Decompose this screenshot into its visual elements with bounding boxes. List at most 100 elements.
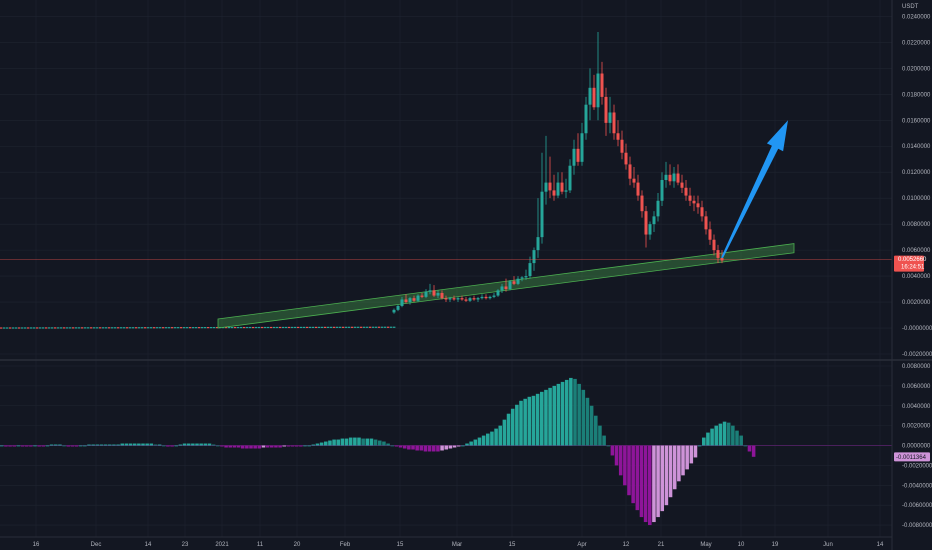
time-axis[interactable]: 16 Dec 14 23 2021 11 20 Feb 15 Mar 15 Apr 12 21 May 10 1… [33,542,884,548]
flat-candle [261,326,264,329]
flat-candle [294,326,297,329]
price-tick-label: 0.0140000 [902,144,931,150]
histogram-bar [660,445,665,512]
histogram-bar [324,441,328,446]
projection-arrow[interactable] [721,120,788,259]
time-tick-label: 10 [738,542,745,548]
flat-candle [168,327,171,329]
flat-candle [198,327,201,329]
grid [0,0,892,537]
histogram-bar [448,445,453,449]
histogram-bar [618,445,623,476]
flat-candle [39,327,42,329]
flat-candle [279,326,282,329]
histogram-bar [33,445,37,447]
candle-body [716,250,720,258]
histogram-bar [656,445,660,518]
candle-body [416,295,420,301]
histogram-bar [365,438,370,446]
histogram-bar [623,445,627,486]
flat-candle [81,327,84,329]
candle-body [560,182,564,192]
histogram-bar [41,445,46,447]
flat-candle [45,327,48,329]
histogram-bar [70,445,75,447]
histogram-bar [423,445,428,452]
histogram-bar [444,445,449,450]
histogram-bar [386,443,390,446]
histogram-bar [253,445,257,449]
flat-candle [129,327,132,329]
flat-candle [12,327,15,329]
candle-body [648,224,652,235]
time-tick-label: 2021 [215,542,229,548]
histogram-bar [398,445,403,448]
flat-candle [309,326,312,329]
histogram-bar [261,445,266,448]
histogram-bar [29,445,33,447]
candle-body [604,96,608,123]
projection-arrow-shape[interactable] [721,120,788,259]
candle-body [700,207,704,217]
histogram-bar [87,444,91,446]
candle-body [400,299,404,306]
oscillator-tick-label: 0.0060000 [902,384,931,390]
histogram-bar [153,444,158,446]
flat-candle [171,327,174,329]
histogram-bar [137,443,141,446]
histogram-bar [452,445,457,448]
histogram-bar [594,415,598,446]
oscillator-last-value: -0.0011364 [896,455,927,461]
flat-candle [336,326,339,328]
histogram-bar [573,378,577,446]
time-tick-label: 21 [658,542,665,548]
histogram-bar [186,443,191,446]
candle-body [696,203,700,208]
candle-body [412,298,416,301]
histogram-bar [477,437,482,446]
time-tick-label: May [700,542,711,548]
flat-candle [120,327,123,329]
histogram-bar [220,445,224,447]
flat-candle [357,326,360,328]
histogram-bar [157,444,162,446]
candle-body [552,190,556,196]
flat-candle [105,327,108,329]
flat-candle [234,326,237,329]
bar-countdown: 16:24:51 [901,265,925,271]
time-tick-label: 23 [182,542,189,548]
price-axis[interactable]: 0.0240000 0.0220000 0.0200000 0.0180000 0.01… [902,14,932,358]
histogram-bar [714,425,719,446]
oscillator-axis[interactable]: 0.0080000 0.0060000 0.0040000 0.0020000 0.00… [902,364,932,529]
time-tick-label: Feb [340,542,351,548]
flat-candle [30,327,33,329]
histogram-bar [195,443,199,446]
flat-candle [285,326,288,329]
flat-candle [288,326,291,329]
flat-candle [225,326,228,329]
histogram-bar [249,445,253,449]
flat-candle [57,327,60,329]
flat-candle [300,326,303,329]
histogram-bar [145,443,149,446]
histogram-bar [66,445,71,447]
candle-body [632,178,636,183]
candle-body [596,73,600,108]
histogram-bar [515,404,519,446]
flat-candle [255,326,258,329]
flat-candle [324,326,327,328]
histogram-bar [232,445,237,448]
histogram-bar [490,431,494,446]
histogram-bar [224,445,228,448]
flat-candle [126,327,129,329]
flat-candle [306,326,309,329]
histogram-bar [743,445,748,447]
histogram-bar [344,438,349,446]
histogram-bar [706,432,710,446]
flat-candle [378,326,381,328]
flat-candle [48,327,51,329]
candle-body [584,104,588,134]
candle-body [680,182,684,188]
